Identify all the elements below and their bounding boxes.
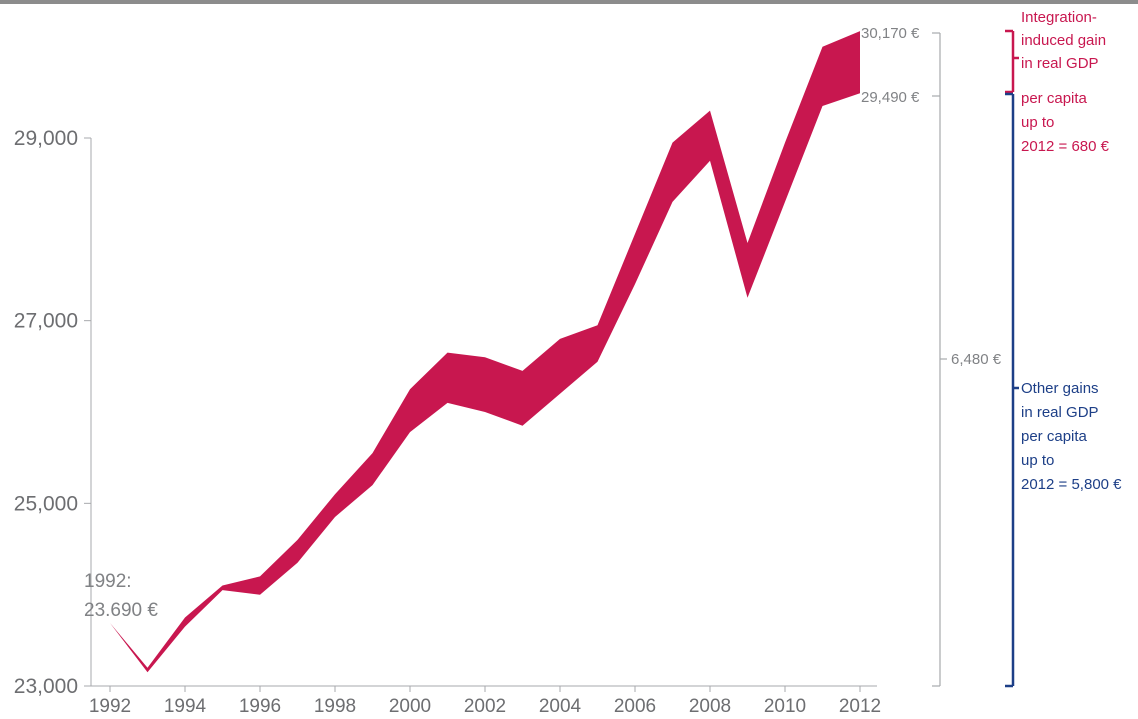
x-ticks: 1992 1994 1996 1998 2000 2002 2004 2006 2008 2010…: [89, 686, 881, 717]
y-tick-label: 29,000: [14, 127, 78, 150]
x-tick-label: 2004: [539, 696, 582, 717]
start-label-line1: 1992:: [84, 571, 132, 592]
axes: [90, 138, 877, 687]
x-tick-label: 2010: [764, 696, 806, 717]
x-tick-label: 2008: [689, 696, 731, 717]
x-tick-label: 2000: [389, 696, 431, 717]
integration-line-3: in real GDP: [1021, 55, 1099, 72]
integration-line-5: up to: [1021, 114, 1054, 131]
x-tick-label: 2006: [614, 696, 656, 717]
y-tick-label: 27,000: [14, 310, 78, 333]
integration-annotation: Integration- induced gain in real GDP pe…: [1021, 9, 1110, 155]
x-tick-label: 1998: [314, 696, 356, 717]
integration-line-2: induced gain: [1021, 32, 1106, 49]
other-gains-line-4: up to: [1021, 452, 1054, 469]
top-border: [0, 0, 1138, 4]
start-label-line2: 23.690 €: [84, 600, 158, 621]
band-group: [110, 31, 860, 673]
x-tick-label: 2002: [464, 696, 506, 717]
x-tick-label: 1996: [239, 696, 281, 717]
x-tick-label: 1992: [89, 696, 131, 717]
other-gains-annotation: Other gains in real GDP per capita up to…: [1021, 380, 1122, 493]
integration-line-4: per capita: [1021, 90, 1088, 107]
integration-line-1: Integration-: [1021, 9, 1097, 26]
other-gains-line-5: 2012 = 5,800 €: [1021, 476, 1122, 493]
right-scale: 30,170 € 29,490 € 6,480 €: [861, 25, 1002, 687]
right-scale-bottom-label: 29,490 €: [861, 89, 920, 106]
other-gains-line-3: per capita: [1021, 428, 1088, 445]
other-gains-line-1: Other gains: [1021, 380, 1099, 397]
x-tick-label: 1994: [164, 696, 207, 717]
other-gains-line-2: in real GDP: [1021, 404, 1099, 421]
y-ticks: 23,000 25,000 27,000 29,000: [14, 127, 91, 698]
integration-line-6: 2012 = 680 €: [1021, 138, 1110, 155]
y-tick-label: 25,000: [14, 492, 78, 515]
integration-bracket: [1005, 29, 1019, 94]
y-tick-label: 23,000: [14, 675, 78, 698]
other-gains-bracket: [1005, 92, 1019, 688]
right-scale-mid-label: 6,480 €: [951, 351, 1002, 368]
gdp-band: [110, 31, 860, 673]
right-scale-top-label: 30,170 €: [861, 25, 920, 42]
x-tick-label: 2012: [839, 696, 881, 717]
